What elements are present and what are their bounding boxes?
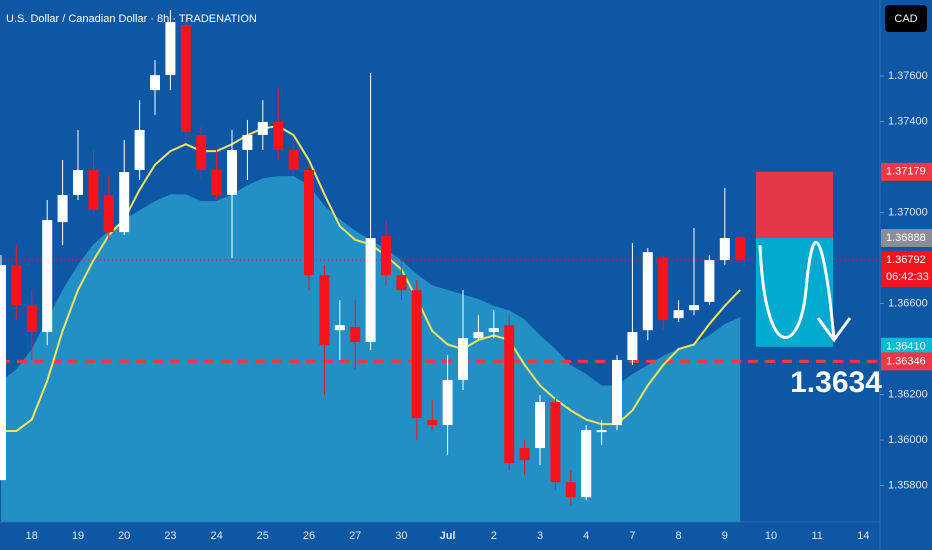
x-tick-label: 27 bbox=[349, 530, 361, 542]
candle-body bbox=[596, 430, 607, 433]
y-tick-label: 1.37400 bbox=[888, 115, 928, 127]
candle-body bbox=[396, 275, 407, 291]
candle-body bbox=[689, 305, 699, 311]
countdown-label: 06:42:33 bbox=[886, 271, 929, 283]
candle-body bbox=[735, 237, 746, 260]
candle-body bbox=[196, 134, 207, 170]
candle-body bbox=[565, 482, 576, 498]
price-tag-label: 1.36792 bbox=[886, 254, 926, 266]
price-tag bbox=[881, 337, 932, 356]
x-tick-label: 2 bbox=[491, 530, 497, 542]
plot-area bbox=[0, 10, 880, 523]
price-tag bbox=[881, 250, 932, 287]
candle-body bbox=[458, 338, 468, 381]
candle-body bbox=[550, 402, 561, 483]
candle-body bbox=[627, 331, 638, 360]
y-tick-label: 1.36200 bbox=[888, 388, 928, 400]
candle-body bbox=[519, 448, 530, 461]
x-tick-label: 11 bbox=[811, 530, 822, 542]
y-tick-label: 1.36600 bbox=[888, 297, 928, 309]
candle-body bbox=[150, 75, 160, 91]
target-annotation: 1.3634 bbox=[790, 366, 882, 399]
candle-body bbox=[242, 134, 253, 150]
stop-zone bbox=[756, 171, 833, 239]
x-tick-label: Jul bbox=[440, 530, 456, 542]
candle-body bbox=[88, 169, 99, 211]
candle-body bbox=[473, 331, 484, 339]
forecast-curve bbox=[758, 241, 836, 339]
candle-body bbox=[134, 129, 145, 170]
y-tick-label: 1.35800 bbox=[888, 479, 928, 491]
price-tag bbox=[881, 229, 932, 248]
x-tick-label: 3 bbox=[537, 530, 543, 542]
x-tick-label: 24 bbox=[210, 530, 222, 542]
candle-body bbox=[11, 265, 22, 306]
forecast-arrow bbox=[816, 317, 852, 343]
candle-body bbox=[103, 195, 114, 233]
x-tick-label: 19 bbox=[72, 530, 84, 542]
price-tag bbox=[881, 162, 932, 181]
candle-body bbox=[180, 25, 191, 132]
y-tick-label: 1.37000 bbox=[888, 206, 928, 218]
candle-body bbox=[304, 169, 314, 276]
x-tick-label: 10 bbox=[765, 530, 777, 542]
candle-body bbox=[535, 402, 545, 449]
candle-body bbox=[381, 235, 391, 276]
candle-body bbox=[0, 265, 6, 481]
candle-body bbox=[719, 238, 730, 261]
price-tag-label: 1.36888 bbox=[886, 232, 926, 244]
candle-body bbox=[350, 326, 361, 343]
candle-body bbox=[42, 220, 53, 332]
x-tick-label: 25 bbox=[257, 530, 269, 542]
candle-body bbox=[442, 380, 453, 426]
candle-body bbox=[319, 275, 330, 346]
candle-body bbox=[411, 290, 422, 419]
candle-body bbox=[427, 420, 438, 426]
candle-body bbox=[488, 328, 499, 332]
x-tick-label: 20 bbox=[118, 530, 130, 542]
x-tick-label: 30 bbox=[395, 530, 407, 542]
candle-body bbox=[57, 195, 68, 223]
y-tick-label: 1.36000 bbox=[888, 434, 928, 446]
currency-label[interactable]: CAD bbox=[894, 13, 917, 25]
x-tick-label: 18 bbox=[26, 530, 38, 542]
currency-box[interactable] bbox=[885, 5, 927, 32]
candle-body bbox=[227, 149, 237, 196]
x-tick-label: 23 bbox=[164, 530, 176, 542]
candle-body bbox=[119, 172, 130, 233]
x-tick-label: 9 bbox=[722, 530, 728, 542]
candle-body bbox=[165, 22, 176, 76]
price-tag-label: 1.36346 bbox=[886, 355, 926, 367]
candle-body bbox=[658, 258, 669, 321]
x-tick-label: 14 bbox=[857, 530, 869, 542]
candle-body bbox=[581, 430, 592, 498]
price-tag-label: 1.36410 bbox=[886, 341, 926, 353]
x-tick-label: 26 bbox=[303, 530, 315, 542]
price-tag-label: 1.37179 bbox=[886, 166, 926, 178]
candle-body bbox=[673, 310, 684, 319]
x-tick-label: 4 bbox=[583, 530, 589, 542]
candle-body bbox=[257, 121, 268, 135]
price-tag bbox=[881, 352, 932, 371]
candle-body bbox=[612, 359, 622, 426]
candle-body bbox=[334, 325, 345, 331]
candle-body bbox=[26, 305, 37, 332]
chart-title: U.S. Dollar / Canadian Dollar · 8h · TRA… bbox=[6, 13, 257, 25]
target-zone bbox=[756, 238, 833, 347]
candle-body bbox=[365, 238, 376, 343]
candle-body bbox=[642, 252, 653, 331]
candle-body bbox=[211, 169, 222, 196]
candle-body bbox=[288, 149, 299, 170]
candle-body bbox=[273, 121, 284, 150]
x-tick-label: 7 bbox=[629, 530, 635, 542]
x-tick-label: 8 bbox=[676, 530, 682, 542]
candle-body bbox=[704, 260, 715, 302]
candle-body bbox=[504, 325, 515, 464]
candle-body bbox=[73, 169, 83, 196]
y-tick-label: 1.37600 bbox=[888, 70, 928, 82]
